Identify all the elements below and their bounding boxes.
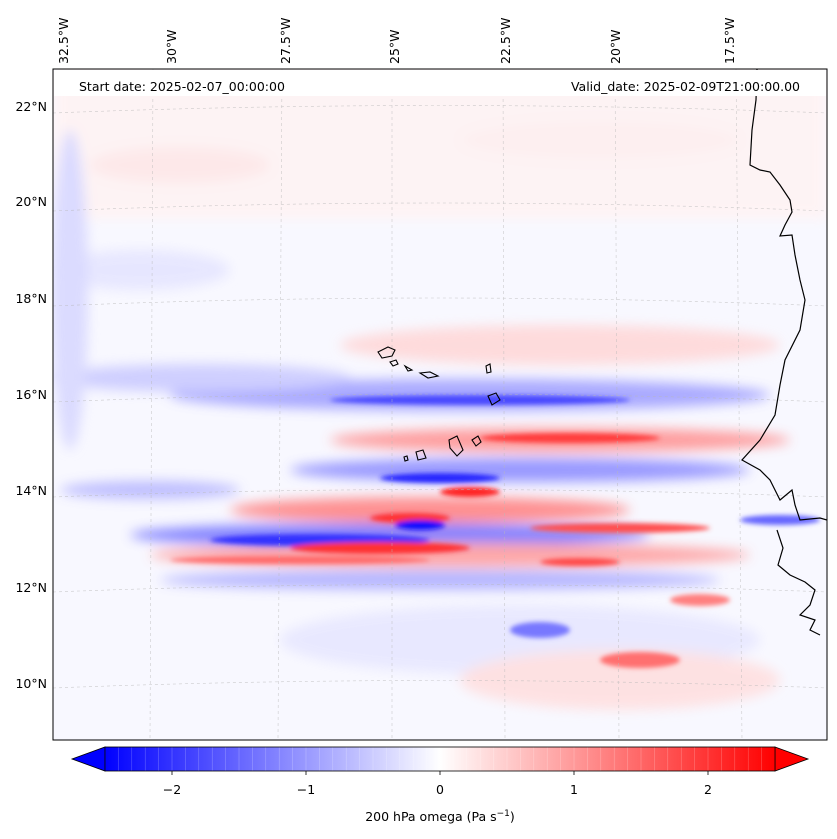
cabo-verde-islands (377, 346, 501, 462)
lat-label: 10°N (15, 676, 47, 691)
colorbar-tick-label: 0 (436, 782, 444, 797)
colorbar-extend-max (774, 746, 810, 772)
lon-label: 30°W (164, 29, 179, 64)
lon-label: 25°W (387, 29, 402, 64)
latitude-axis: 22°N 20°N 18°N 16°N 14°N 12°N 10°N (15, 99, 47, 691)
lon-label: 20°W (608, 29, 623, 64)
coastline-west-africa (741, 69, 827, 636)
colorbar-tick-label: −1 (297, 782, 315, 797)
colorbar-tick-label: −2 (163, 782, 181, 797)
colorbar: −2 −1 0 1 2 200 hPa omega (Pa s−1) (70, 746, 810, 824)
lon-label: 32.5°W (56, 18, 71, 64)
colorbar-gradient (105, 747, 775, 771)
lat-label: 16°N (15, 387, 47, 402)
start-date-label: Start date: 2025-02-07_00:00:00 (79, 79, 285, 94)
gridlines (53, 69, 827, 740)
header-band (54, 70, 826, 96)
colorbar-tick-label: 1 (570, 782, 578, 797)
lon-label: 27.5°W (278, 18, 293, 64)
longitude-axis: 32.5°W 30°W 27.5°W 25°W 22.5°W 20°W 17.5… (56, 18, 737, 64)
lat-label: 22°N (15, 99, 47, 114)
map-frame (52, 68, 828, 741)
lat-label: 20°N (15, 194, 47, 209)
lon-label: 17.5°W (722, 18, 737, 64)
lon-label: 22.5°W (498, 18, 513, 64)
lat-label: 18°N (15, 291, 47, 306)
valid-date-label: Valid_date: 2025-02-09T21:00:00.00 (571, 79, 800, 94)
colorbar-extend-min (70, 746, 106, 772)
lat-label: 12°N (15, 580, 47, 595)
map-panel: Start date: 2025-02-07_00:00:00 Valid_da… (52, 68, 828, 741)
lat-label: 14°N (15, 483, 47, 498)
colorbar-label: 200 hPa omega (Pa s−1) (365, 809, 515, 824)
colorbar-tick-label: 2 (704, 782, 712, 797)
